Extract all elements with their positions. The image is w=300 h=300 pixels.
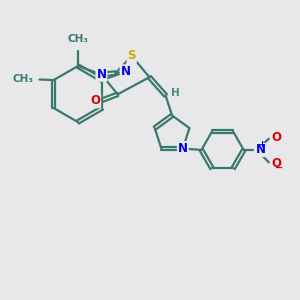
Text: O: O: [271, 131, 281, 144]
Text: O: O: [90, 94, 100, 107]
Text: N: N: [96, 68, 106, 81]
Text: O: O: [271, 157, 281, 170]
Text: N: N: [256, 143, 266, 157]
Text: S: S: [128, 50, 136, 62]
Text: N: N: [178, 142, 188, 155]
Text: +: +: [259, 140, 266, 149]
Text: CH₃: CH₃: [12, 74, 33, 85]
Text: H: H: [171, 88, 180, 98]
Text: −: −: [275, 163, 283, 172]
Text: N: N: [121, 65, 130, 78]
Text: CH₃: CH₃: [68, 34, 88, 44]
